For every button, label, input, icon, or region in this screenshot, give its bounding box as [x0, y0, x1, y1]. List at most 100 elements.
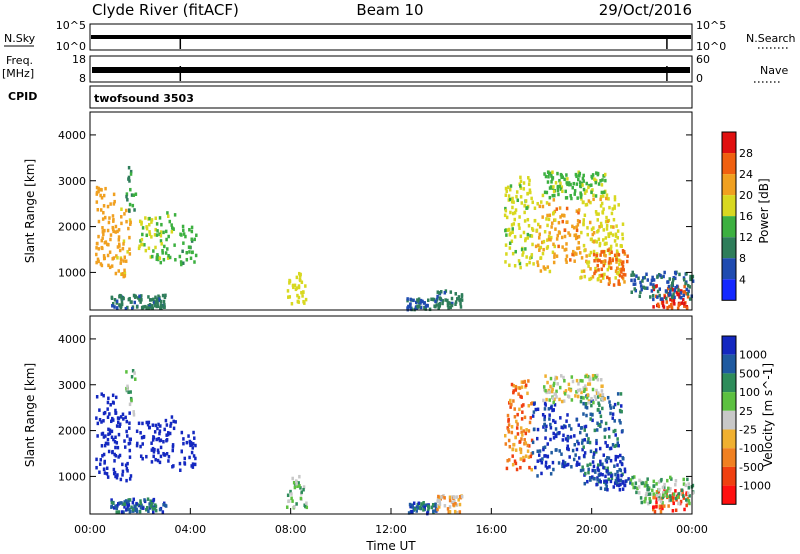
- data-cell: [504, 193, 508, 197]
- data-cell: [567, 181, 571, 185]
- data-cell: [643, 499, 646, 504]
- nsky-trace: [91, 35, 691, 49]
- data-cell: [151, 254, 154, 259]
- data-cell: [617, 443, 620, 448]
- colorbar-tick-label: 25: [739, 405, 753, 418]
- data-cell: [620, 473, 623, 478]
- data-cell: [97, 186, 100, 191]
- data-cell: [609, 446, 613, 451]
- data-cell: [543, 172, 546, 176]
- data-cell: [510, 223, 514, 227]
- data-cell: [635, 490, 638, 495]
- data-cell: [596, 377, 600, 382]
- data-cell: [142, 305, 145, 309]
- data-cell: [567, 395, 571, 399]
- data-cell: [166, 211, 169, 215]
- data-cell: [577, 441, 580, 446]
- data-cell: [610, 476, 614, 481]
- data-cell: [134, 295, 137, 299]
- data-cell: [189, 443, 192, 448]
- data-cell: [619, 392, 623, 396]
- data-cell: [106, 475, 110, 479]
- data-cell: [599, 472, 603, 476]
- data-cell: [507, 458, 511, 462]
- data-cell: [436, 294, 439, 299]
- data-cell: [131, 306, 134, 311]
- data-cell: [602, 465, 605, 470]
- data-cell: [122, 510, 125, 514]
- data-cell: [631, 475, 634, 480]
- colorbar-tick-label: 20: [739, 189, 753, 202]
- data-cell: [506, 458, 509, 463]
- data-cell: [165, 451, 169, 456]
- data-cell: [291, 499, 294, 503]
- data-cell: [537, 243, 540, 248]
- data-cell: [629, 481, 632, 485]
- y-tick-label: 1000: [58, 266, 86, 279]
- data-cell: [188, 245, 192, 249]
- data-cell: [163, 427, 166, 432]
- data-cell: [559, 181, 562, 185]
- data-cell: [162, 230, 165, 235]
- data-cell: [617, 253, 621, 257]
- data-cell: [517, 259, 521, 263]
- data-cell: [157, 422, 160, 427]
- data-cell: [544, 428, 548, 432]
- data-cell: [528, 260, 531, 265]
- data-cell: [108, 265, 112, 270]
- data-cell: [612, 485, 616, 489]
- data-cell: [547, 175, 550, 179]
- data-cell: [151, 304, 154, 308]
- data-cell: [618, 273, 622, 278]
- data-cell: [564, 425, 567, 429]
- data-cell: [562, 375, 565, 380]
- data-cell: [588, 478, 592, 482]
- data-cell: [288, 295, 292, 299]
- data-cell: [434, 506, 438, 510]
- data-cell: [457, 295, 461, 299]
- data-cell: [595, 428, 599, 432]
- data-cell: [691, 491, 695, 495]
- data-cell: [579, 468, 583, 473]
- data-cell: [120, 510, 124, 514]
- data-cell: [522, 230, 526, 235]
- data-cell: [428, 307, 432, 312]
- data-cell: [151, 423, 155, 427]
- data-cell: [454, 302, 457, 306]
- data-cell: [619, 482, 622, 487]
- data-cell: [112, 192, 116, 197]
- data-cell: [155, 222, 159, 226]
- data-cell: [120, 300, 124, 305]
- data-cell: [144, 216, 147, 220]
- data-cell: [110, 505, 113, 509]
- data-cell: [419, 298, 423, 303]
- data-cell: [589, 200, 592, 205]
- data-cell: [146, 497, 150, 501]
- data-cell: [417, 299, 421, 304]
- data-cell: [585, 406, 589, 410]
- data-cell: [609, 406, 613, 410]
- data-cell: [155, 257, 159, 261]
- data-cell: [554, 181, 558, 185]
- data-cell: [653, 509, 657, 514]
- data-cell: [541, 457, 544, 461]
- data-cell: [539, 200, 543, 204]
- data-cell: [647, 501, 650, 506]
- data-cell: [659, 297, 663, 301]
- data-cell: [548, 195, 552, 200]
- data-cell: [454, 501, 457, 506]
- data-cell: [577, 177, 580, 182]
- data-cell: [622, 272, 625, 277]
- data-cell: [654, 284, 657, 289]
- data-cell: [561, 245, 564, 249]
- data-cell: [574, 233, 578, 237]
- data-cell: [447, 305, 450, 310]
- data-cell: [414, 306, 418, 310]
- data-cell: [160, 222, 163, 227]
- data-cell: [288, 278, 291, 283]
- data-cell: [138, 509, 142, 514]
- data-cell: [668, 489, 671, 493]
- data-cell: [303, 301, 306, 305]
- data-cell: [652, 492, 655, 496]
- data-cell: [600, 384, 603, 389]
